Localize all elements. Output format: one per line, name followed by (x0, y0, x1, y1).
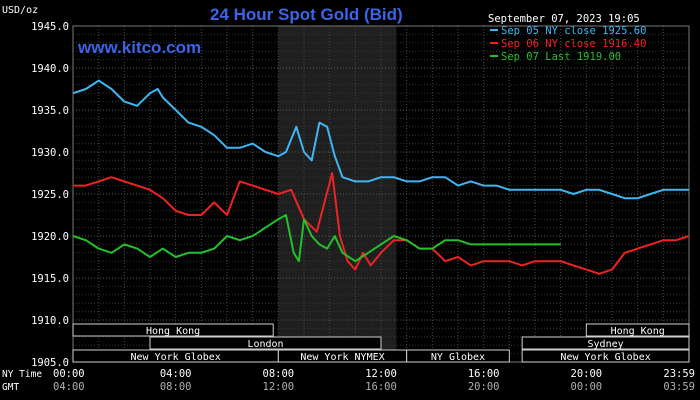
series-line (73, 172, 690, 275)
y-tick-label: 1915.0 (31, 273, 69, 285)
x-tick-label-gmt: 03:59 (663, 381, 695, 393)
x-tick-label-ny: 12:00 (365, 368, 397, 380)
session-label: New York Globex (131, 352, 221, 363)
session-label: New York NYMEX (300, 352, 384, 363)
x-axis-label-gmt: GMT (2, 382, 19, 393)
session-bar (406, 349, 510, 363)
session-label: London (247, 339, 283, 350)
session-bar (72, 323, 274, 337)
x-tick-label-ny: 20:00 (571, 368, 603, 380)
x-tick-label-ny: 08:00 (263, 368, 295, 380)
session-bar (521, 336, 690, 350)
y-tick-label: 1905.0 (31, 357, 69, 369)
timestamp: September 07, 2023 19:05 (488, 13, 640, 25)
series-line (72, 214, 561, 263)
x-axis-label-ny: NY Time (2, 369, 42, 380)
x-tick-label-gmt: 08:00 (160, 381, 192, 393)
session-label: Hong Kong (146, 326, 200, 337)
session-label: NY Globex (431, 352, 485, 363)
legend-entry: Sep 07 Last 1919.00 (501, 51, 621, 63)
chart-title: 24 Hour Spot Gold (Bid) (210, 5, 403, 24)
x-tick-label-gmt: 12:00 (263, 381, 295, 393)
x-tick-label-gmt: 20:00 (468, 381, 500, 393)
session-bar (521, 349, 690, 363)
y-tick-label: 1945.0 (31, 21, 69, 33)
y-tick-label: 1910.0 (31, 315, 69, 327)
x-tick-label-gmt: 00:00 (571, 381, 603, 393)
x-tick-label-ny: 00:00 (53, 368, 85, 380)
session-bar (585, 323, 690, 337)
y-tick-label: 1940.0 (31, 63, 69, 75)
x-tick-label-ny: 16:00 (468, 368, 500, 380)
x-tick-label-gmt: 16:00 (365, 381, 397, 393)
y-tick-label: 1920.0 (31, 231, 69, 243)
x-tick-label-gmt: 04:00 (53, 381, 85, 393)
session-label: Hong Kong (611, 326, 665, 337)
y-tick-label: 1925.0 (31, 189, 69, 201)
series-line (72, 79, 689, 200)
y-tick-label: 1935.0 (31, 105, 69, 117)
x-tick-label-ny: 23:59 (663, 368, 695, 380)
legend-entry: Sep 05 NY close 1925.60 (501, 25, 646, 37)
y-unit-label: USD/oz (2, 5, 38, 16)
y-tick-label: 1930.0 (31, 147, 69, 159)
session-label: Sydney (588, 339, 624, 350)
x-tick-label-ny: 04:00 (160, 368, 192, 380)
legend-entry: Sep 06 NY close 1916.40 (501, 38, 646, 50)
session-bar (149, 336, 382, 350)
watermark-text: www.kitco.com (77, 38, 201, 57)
session-label: New York Globex (560, 352, 650, 363)
